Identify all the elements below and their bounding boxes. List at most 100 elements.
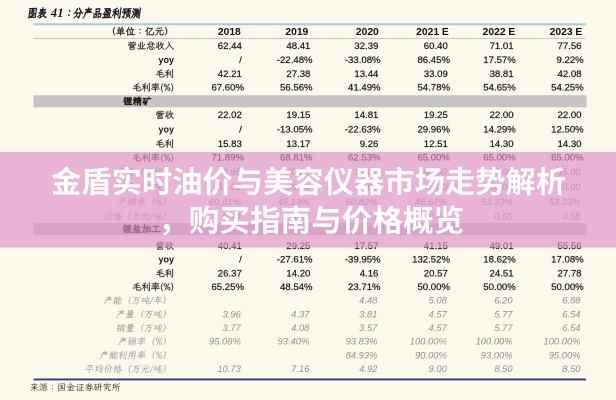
svg-text:50.00%: 50.00% (417, 282, 450, 293)
svg-text:3.81: 3.81 (359, 308, 377, 319)
svg-text:29.96%: 29.96% (417, 125, 450, 136)
svg-text:14.20: 14.20 (286, 268, 310, 279)
svg-text:17.57%: 17.57% (483, 55, 516, 66)
svg-text:24.51: 24.51 (490, 268, 514, 279)
svg-text:15.83: 15.83 (218, 139, 242, 150)
svg-text:4.37: 4.37 (291, 308, 310, 319)
svg-text:41.49%: 41.49% (348, 83, 381, 94)
svg-text:6.88: 6.88 (562, 295, 581, 306)
svg-text:4.57: 4.57 (429, 308, 448, 319)
svg-text:/: / (239, 255, 242, 266)
svg-text:/: / (239, 55, 242, 66)
svg-text:67.60%: 67.60% (211, 83, 244, 94)
svg-text:2022 E: 2022 E (483, 27, 516, 38)
svg-text:2020: 2020 (356, 27, 379, 38)
svg-text:2019: 2019 (285, 27, 308, 38)
svg-text:3.57: 3.57 (359, 322, 378, 333)
svg-text:50.00%: 50.00% (483, 282, 516, 293)
svg-text:12.50%: 12.50% (551, 125, 584, 136)
svg-text:100.00%: 100.00% (476, 336, 513, 347)
svg-text:2023 E: 2023 E (550, 27, 583, 38)
svg-text:54.25%: 54.25% (551, 83, 584, 94)
svg-text:5.77: 5.77 (494, 322, 513, 333)
svg-text:56.56%: 56.56% (280, 83, 313, 94)
svg-text:62.44: 62.44 (218, 41, 243, 52)
svg-text:-22.48%: -22.48% (277, 55, 313, 66)
svg-text:13.17: 13.17 (286, 139, 310, 150)
svg-text:5.08: 5.08 (429, 295, 448, 306)
svg-text:3.96: 3.96 (223, 308, 242, 319)
svg-text:23.71%: 23.71% (348, 282, 381, 293)
svg-text:93.83%: 93.83% (346, 336, 378, 347)
svg-text:8.50: 8.50 (494, 363, 513, 374)
svg-text:4.08: 4.08 (291, 322, 310, 333)
svg-text:95.08%: 95.08% (209, 336, 241, 347)
svg-text:38.81: 38.81 (490, 69, 514, 80)
svg-text:8.50: 8.50 (562, 363, 581, 374)
svg-text:2021 E: 2021 E (416, 27, 449, 38)
svg-text:95.00%: 95.00% (549, 349, 581, 360)
svg-text:14.81: 14.81 (354, 110, 378, 121)
svg-text:13.44: 13.44 (354, 69, 379, 80)
svg-text:42.21: 42.21 (218, 69, 242, 80)
svg-text:4.48: 4.48 (359, 295, 378, 306)
svg-text:50.00%: 50.00% (551, 282, 584, 293)
svg-text:100.00%: 100.00% (543, 336, 580, 347)
svg-text:9.26: 9.26 (360, 139, 379, 150)
svg-text:14.30: 14.30 (557, 139, 581, 150)
svg-text:-33.08%: -33.08% (345, 55, 381, 66)
svg-text:18.62%: 18.62% (483, 255, 516, 266)
svg-text:71.01: 71.01 (490, 41, 514, 52)
svg-text:93.00%: 93.00% (481, 349, 513, 360)
svg-text:4.16: 4.16 (360, 268, 379, 279)
svg-text:22.02: 22.02 (218, 110, 242, 121)
svg-text:9.00: 9.00 (429, 363, 448, 374)
svg-text:60.40: 60.40 (424, 41, 448, 52)
svg-text:17.08%: 17.08% (551, 255, 584, 266)
svg-text:6.20: 6.20 (494, 295, 513, 306)
svg-text:4.92: 4.92 (359, 363, 378, 374)
svg-text:-22.63%: -22.63% (345, 125, 381, 136)
svg-text:27.38: 27.38 (286, 69, 310, 80)
svg-text:86.45%: 86.45% (417, 55, 450, 66)
svg-text:100.00%: 100.00% (410, 336, 447, 347)
svg-text:84.93%: 84.93% (346, 349, 378, 360)
svg-text:93.40%: 93.40% (278, 336, 310, 347)
svg-text:2018: 2018 (218, 27, 241, 38)
svg-text:14.30: 14.30 (490, 139, 514, 150)
svg-text:yoy: yoy (158, 255, 174, 265)
svg-text:-39.95%: -39.95% (345, 255, 381, 266)
svg-text:48.54%: 48.54% (280, 282, 313, 293)
svg-text:4.57: 4.57 (429, 322, 448, 333)
svg-text:65.25%: 65.25% (211, 282, 244, 293)
svg-text:33.09: 33.09 (424, 69, 448, 80)
svg-text:132.52%: 132.52% (412, 255, 450, 266)
svg-text:10.73: 10.73 (217, 363, 241, 374)
svg-text:5.77: 5.77 (494, 308, 513, 319)
svg-text:12.51: 12.51 (424, 139, 448, 150)
svg-text:48.41: 48.41 (286, 41, 310, 52)
svg-text:54.78%: 54.78% (417, 83, 450, 94)
svg-text:41: 41 (50, 6, 64, 20)
svg-text:9.22%: 9.22% (556, 55, 584, 66)
svg-text:22.00: 22.00 (557, 110, 581, 121)
svg-text:6.54: 6.54 (562, 322, 580, 333)
svg-text:14.29%: 14.29% (483, 125, 516, 136)
svg-text:6.54: 6.54 (562, 308, 580, 319)
svg-text:19.25: 19.25 (424, 110, 448, 121)
svg-text:7.16: 7.16 (291, 363, 310, 374)
svg-text:-13.05%: -13.05% (277, 125, 313, 136)
svg-text:yoy: yoy (158, 55, 174, 65)
svg-text:42.08: 42.08 (557, 69, 581, 80)
svg-text:54.65%: 54.65% (483, 83, 516, 94)
svg-text:19.15: 19.15 (286, 110, 310, 121)
svg-text:3.77: 3.77 (223, 322, 242, 333)
svg-text:-27.61%: -27.61% (277, 255, 313, 266)
svg-text:yoy: yoy (158, 125, 174, 135)
svg-text:26.37: 26.37 (218, 268, 242, 279)
svg-text:77.56: 77.56 (557, 41, 581, 52)
svg-text:/: / (239, 125, 242, 136)
svg-text:22.00: 22.00 (490, 110, 514, 121)
svg-text:90.00%: 90.00% (415, 349, 447, 360)
svg-text:32.39: 32.39 (354, 41, 378, 52)
